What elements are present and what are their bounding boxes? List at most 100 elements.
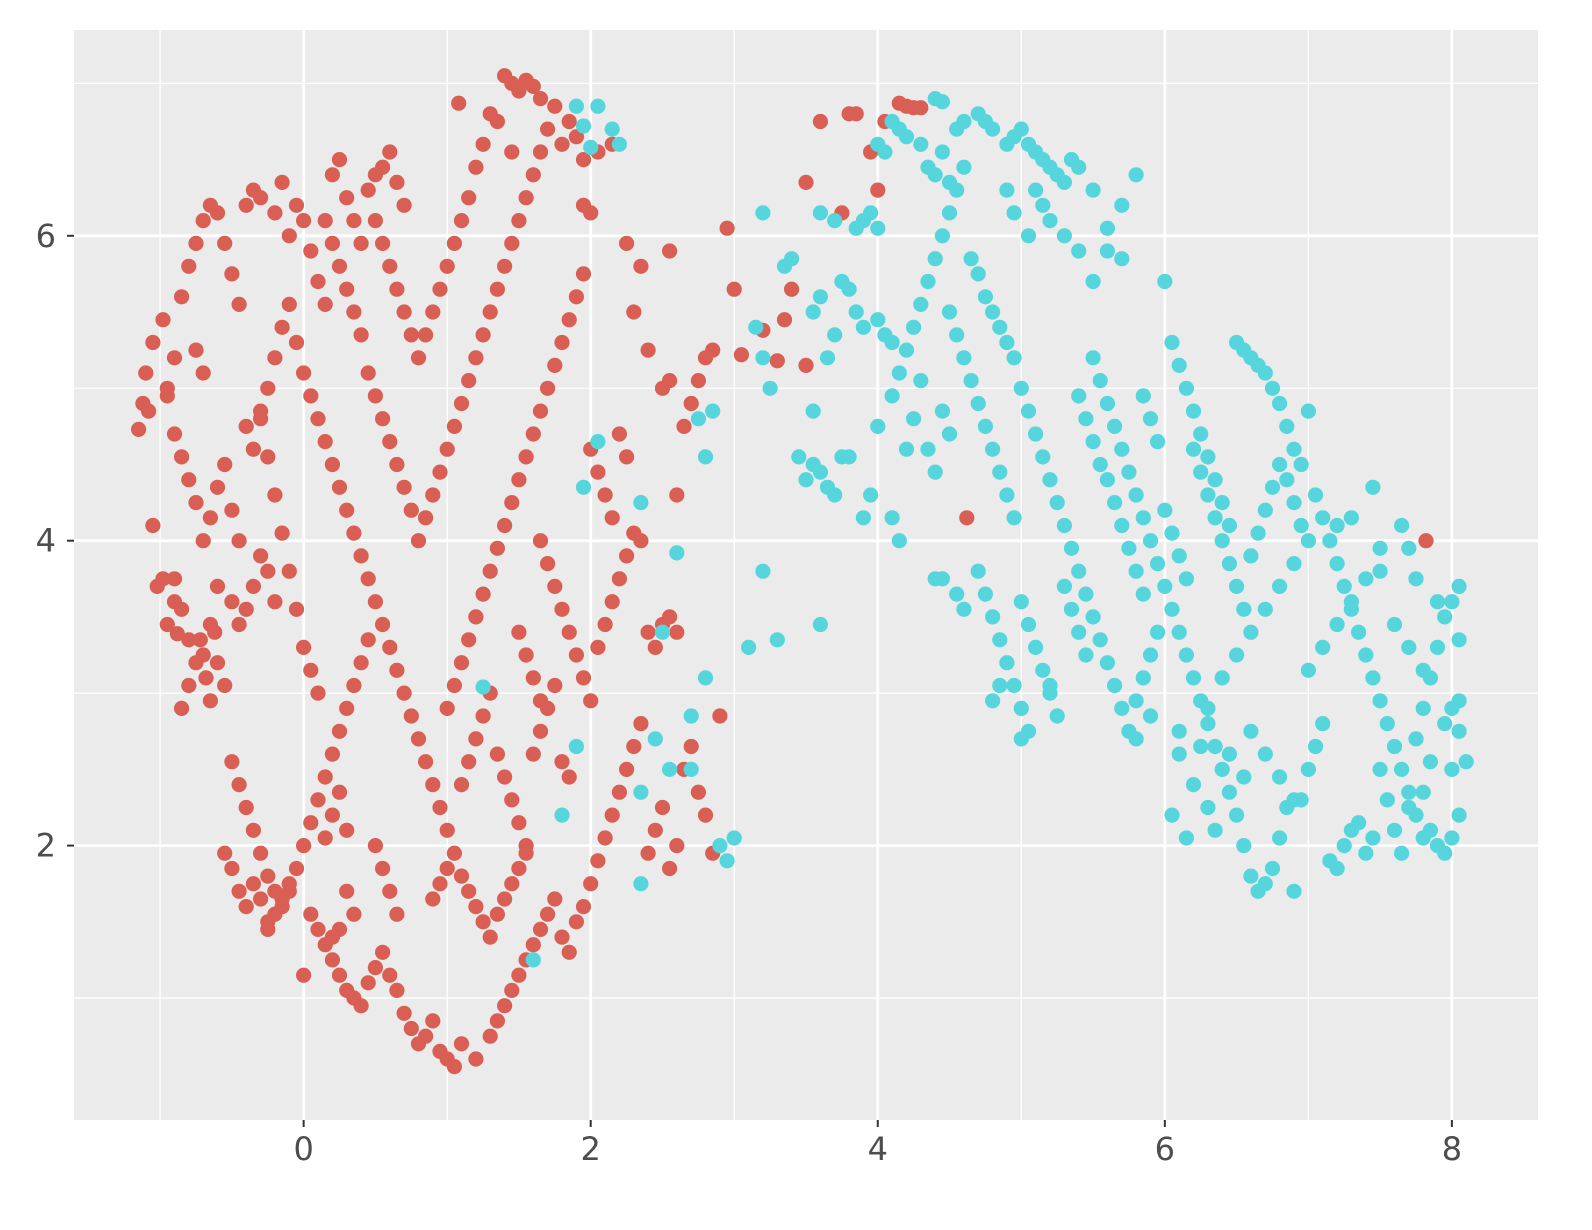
data-point [913,296,929,312]
data-point [453,1036,470,1052]
data-point [1429,639,1446,656]
data-point [1092,456,1108,473]
data-point [382,434,398,450]
data-point [1444,761,1460,778]
data-point [1444,830,1460,846]
data-point [497,517,513,534]
data-point [1451,693,1467,709]
data-point [1099,655,1115,671]
data-point [1071,624,1087,640]
data-point [382,967,398,983]
data-point [906,411,922,427]
data-point [1221,517,1237,534]
data-point [432,464,448,480]
data-point [281,563,297,579]
data-point [1214,670,1230,686]
data-point [1293,517,1309,534]
data-point [1185,670,1202,686]
data-point [274,525,290,541]
data-point [288,860,305,877]
data-point [1229,807,1245,823]
data-point [870,418,886,434]
data-point [504,495,520,511]
data-point [1207,510,1223,526]
data-point [985,693,1001,709]
data-point [1257,601,1273,617]
data-point [1193,464,1209,480]
data-point [1243,548,1259,564]
data-point [181,258,197,274]
data-point [697,807,714,823]
data-point [217,456,233,473]
data-point [547,357,563,373]
data-point [568,738,585,755]
data-point [375,860,391,877]
data-point [805,403,821,419]
data-point [188,235,204,251]
data-point [970,563,986,579]
data-point [1020,403,1037,419]
data-point [927,251,943,267]
data-point [489,746,505,762]
data-point [439,441,455,457]
data-point [1401,799,1417,816]
data-point [1250,525,1266,541]
data-point [331,258,348,274]
data-point [949,586,965,602]
data-point [1401,540,1417,556]
data-point [403,327,419,343]
data-point [1307,738,1324,755]
data-point [504,982,520,999]
data-point [245,822,261,838]
data-point [949,327,965,343]
data-point [1418,533,1434,549]
data-point [1264,380,1281,396]
data-point [253,548,269,564]
data-point [141,403,157,419]
data-point [525,746,541,762]
data-point [497,998,513,1014]
data-point [870,220,886,236]
data-point [418,1028,434,1044]
data-point [331,152,348,168]
data-point [1013,594,1029,610]
data-point [611,571,628,587]
data-point [1214,761,1230,778]
data-point [1286,883,1302,899]
data-point [482,929,498,945]
y-tick-label: 2 [36,827,56,865]
data-point [360,182,376,198]
data-point [174,449,190,465]
data-point [1257,876,1273,892]
data-point [446,418,462,434]
plot-panel [74,30,1538,1120]
data-point [1107,495,1123,511]
data-point [1200,799,1216,816]
data-point [540,556,556,572]
data-point [331,479,348,495]
data-point [748,319,764,335]
data-point [1178,571,1194,587]
data-point [1372,563,1388,579]
data-point [303,815,319,831]
data-point [647,822,663,838]
data-point [1078,586,1094,602]
data-point [647,731,663,747]
data-point [1236,838,1252,854]
data-point [640,342,656,358]
data-point [633,495,649,511]
x-tick-label: 8 [1442,1130,1462,1168]
data-point [1020,616,1037,633]
data-point [1343,510,1359,526]
data-point [568,914,585,930]
data-point [224,266,240,282]
data-point [877,144,893,160]
data-point [1142,647,1159,663]
data-point [633,716,649,732]
data-point [131,421,147,437]
data-point [956,601,972,617]
data-point [963,373,979,389]
data-point [461,373,477,389]
data-point [662,373,678,389]
data-point [884,388,900,404]
